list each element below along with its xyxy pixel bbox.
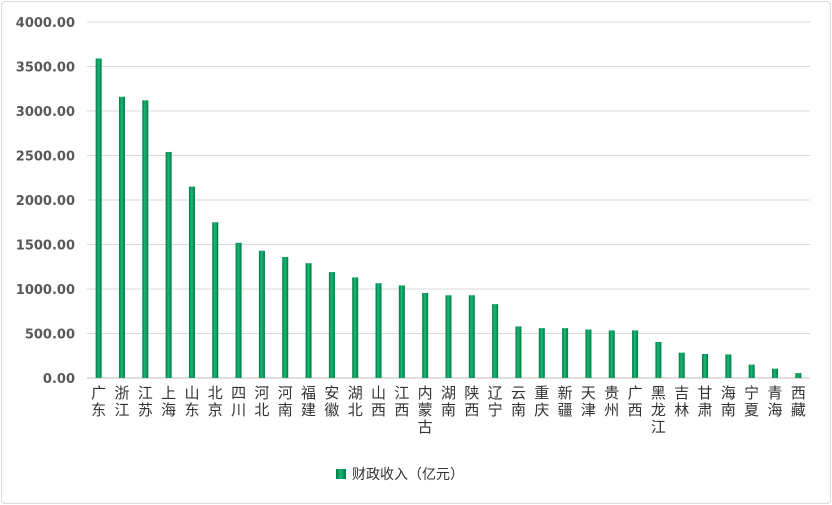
category-label: 青海: [768, 384, 783, 419]
category-label: 云南: [511, 384, 526, 419]
bar-陕西: [468, 295, 475, 378]
category-label: 辽宁: [488, 384, 503, 419]
y-tick-label: 4000.00: [16, 16, 75, 31]
bar-宁夏: [748, 364, 755, 378]
category-label: 吉林: [674, 384, 689, 419]
category-label: 广东: [91, 384, 106, 419]
bar-河北: [258, 250, 265, 378]
bar-山东: [188, 186, 195, 378]
bar-吉林: [678, 352, 685, 378]
category-label: 四川: [231, 384, 246, 419]
category-label: 宁夏: [744, 384, 759, 419]
category-label: 河北: [254, 384, 269, 419]
bar-浙江: [118, 96, 125, 378]
legend: 财政收入（亿元）: [336, 467, 464, 483]
category-label: 福建: [301, 384, 316, 419]
category-label: 湖北: [348, 384, 363, 419]
category-label: 新疆: [558, 384, 573, 419]
x-axis-category-labels: 广东浙江江苏上海山东北京四川河北河南福建安徽湖北山西江西内蒙古湖南陕西辽宁云南重…: [91, 384, 806, 436]
category-label: 山西: [371, 384, 386, 419]
category-label: 江西: [394, 384, 409, 419]
y-tick-label: 2000.00: [16, 194, 75, 209]
bar-重庆: [538, 328, 545, 378]
category-label: 海南: [721, 384, 736, 419]
category-label: 重庆: [534, 384, 549, 419]
legend-label: 财政收入（亿元）: [352, 467, 464, 483]
bar-安徽: [328, 272, 335, 378]
bar-北京: [212, 222, 219, 378]
bar-山西: [375, 283, 382, 378]
bar-湖南: [445, 295, 452, 378]
y-tick-label: 3000.00: [16, 105, 75, 120]
category-label: 安徽: [324, 384, 339, 419]
bar-新疆: [562, 328, 569, 378]
y-tick-label: 3500.00: [16, 61, 75, 76]
bar-河南: [282, 256, 289, 378]
bar-黑龙江: [655, 341, 662, 378]
category-label: 北京: [208, 384, 223, 419]
y-axis-tick-labels: 0.00 500.00 1000.00 1500.00 2000.00 2500.00 30…: [16, 16, 75, 387]
bar-甘肃: [702, 353, 709, 378]
y-tick-label: 2500.00: [16, 150, 75, 165]
bar-上海: [165, 151, 172, 378]
category-label: 贵州: [604, 384, 619, 419]
y-tick-label: 500.00: [25, 328, 75, 343]
category-label: 浙江: [114, 384, 129, 419]
category-label: 广西: [628, 384, 643, 419]
bar-辽宁: [492, 304, 499, 378]
bar-云南: [515, 326, 522, 378]
category-label: 山东: [184, 384, 199, 419]
category-label: 陕西: [464, 384, 479, 419]
category-label: 天津: [581, 384, 596, 419]
bar-湖北: [352, 277, 359, 378]
y-tick-label: 1000.00: [16, 283, 75, 298]
category-label: 西藏: [791, 384, 806, 419]
y-tick-label: 0.00: [43, 372, 75, 387]
bar-福建: [305, 263, 312, 378]
category-label: 内蒙古: [418, 384, 433, 436]
bar-广东: [95, 58, 102, 379]
bar-贵州: [608, 330, 615, 378]
bar-海南: [725, 354, 732, 378]
legend-swatch: [336, 469, 346, 479]
bar-江苏: [142, 100, 149, 378]
category-label: 甘肃: [698, 384, 713, 419]
bars: [95, 58, 802, 379]
bar-青海: [772, 368, 779, 378]
y-tick-label: 1500.00: [16, 239, 75, 254]
category-label: 湖南: [441, 384, 456, 419]
bar-西藏: [795, 373, 802, 378]
bar-内蒙古: [422, 293, 429, 378]
bar-天津: [585, 329, 592, 378]
category-label: 江苏: [138, 384, 153, 419]
category-label: 黑龙江: [651, 384, 666, 436]
bar-四川: [235, 242, 242, 378]
bar-广西: [632, 330, 639, 378]
bar-江西: [398, 285, 405, 378]
category-label: 上海: [161, 384, 176, 419]
category-label: 河南: [278, 384, 293, 419]
